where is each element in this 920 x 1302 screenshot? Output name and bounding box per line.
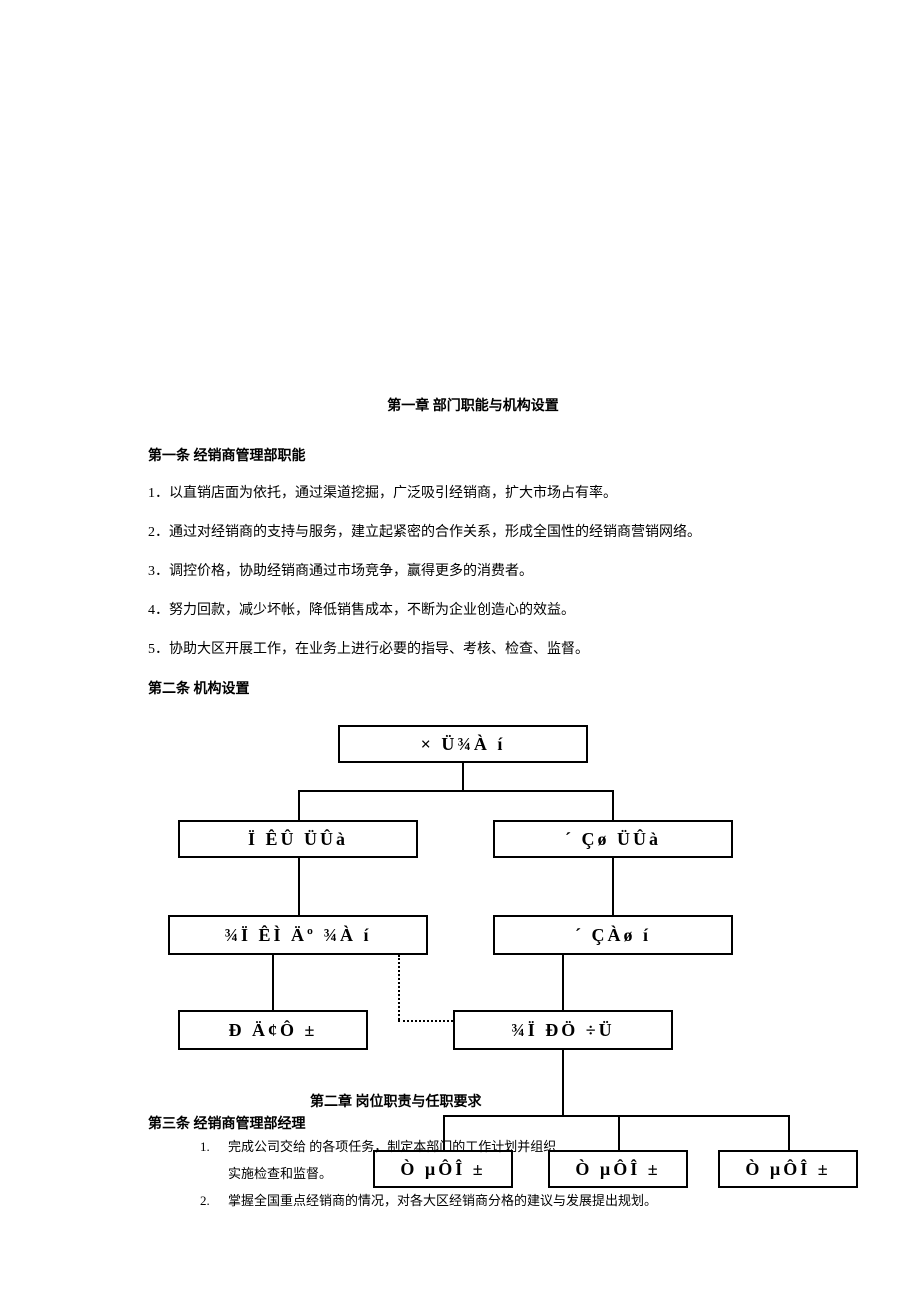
org-connector-dotted <box>398 1020 453 1022</box>
item-number: 2. <box>200 1191 228 1212</box>
org-connector <box>612 858 614 915</box>
numbered-item: 1.完成公司交给 的各项任务，制定本部门的工作计划并组织 <box>200 1137 770 1158</box>
org-connector <box>462 763 464 790</box>
org-connector <box>562 955 564 1010</box>
chapter2-title: 第二章 岗位职责与任职要求 <box>310 1091 482 1111</box>
numbered-item-cont: 实施检查和监督。 <box>200 1164 770 1185</box>
section1-title: 第一条 经销商管理部职能 <box>148 445 798 465</box>
org-node-l2b: ´ Çø ÜÛà <box>493 820 733 858</box>
list-item: 3．调控价格，协助经销商通过市场竞争，赢得更多的消费者。 <box>148 561 798 582</box>
item-text: 完成公司交给 的各项任务，制定本部门的工作计划并组织 <box>228 1139 556 1154</box>
org-connector <box>298 790 300 820</box>
section2-title: 第二条 机构设置 <box>148 678 798 698</box>
org-connector <box>612 790 614 820</box>
org-node-l3a: ¾Ï ÊÌ Äº ¾À í <box>168 915 428 955</box>
org-connector <box>788 1115 790 1150</box>
org-connector <box>272 955 274 1010</box>
section3-title: 第三条 经销商管理部经理 <box>148 1113 306 1133</box>
list-item: 2．通过对经销商的支持与服务，建立起紧密的合作关系，形成全国性的经销商营销网络。 <box>148 522 798 543</box>
org-node-top: × Ü¾À í <box>338 725 588 763</box>
org-node-l4a: Ð Ä¢Ô ± <box>178 1010 368 1050</box>
item-number: 1. <box>200 1137 228 1158</box>
org-connector-dotted <box>398 955 400 1020</box>
numbered-item: 2.掌握全国重点经销商的情况，对各大区经销商分格的建议与发展提出规划。 <box>200 1191 770 1212</box>
list-item: 5．协助大区开展工作，在业务上进行必要的指导、考核、检查、监督。 <box>148 639 798 660</box>
org-connector <box>443 1115 790 1117</box>
org-connector <box>298 790 614 792</box>
org-node-l3b: ´ ÇÀø í <box>493 915 733 955</box>
numbered-list: 1.完成公司交给 的各项任务，制定本部门的工作计划并组织 实施检查和监督。 2.… <box>200 1137 770 1217</box>
org-connector <box>298 858 300 915</box>
org-node-l4b: ¾Ï ÐÖ ÷Ü <box>453 1010 673 1050</box>
list-item: 4．努力回款，减少坏帐，降低销售成本，不断为企业创造心的效益。 <box>148 600 798 621</box>
list-item: 1．以直销店面为依托，通过渠道挖掘，广泛吸引经销商，扩大市场占有率。 <box>148 483 798 504</box>
org-connector <box>562 1050 564 1115</box>
chapter1-title: 第一章 部门职能与机构设置 <box>148 395 798 415</box>
item-text: 掌握全国重点经销商的情况，对各大区经销商分格的建议与发展提出规划。 <box>228 1193 657 1208</box>
org-node-l2a: Ï ÊÛ ÜÛà <box>178 820 418 858</box>
